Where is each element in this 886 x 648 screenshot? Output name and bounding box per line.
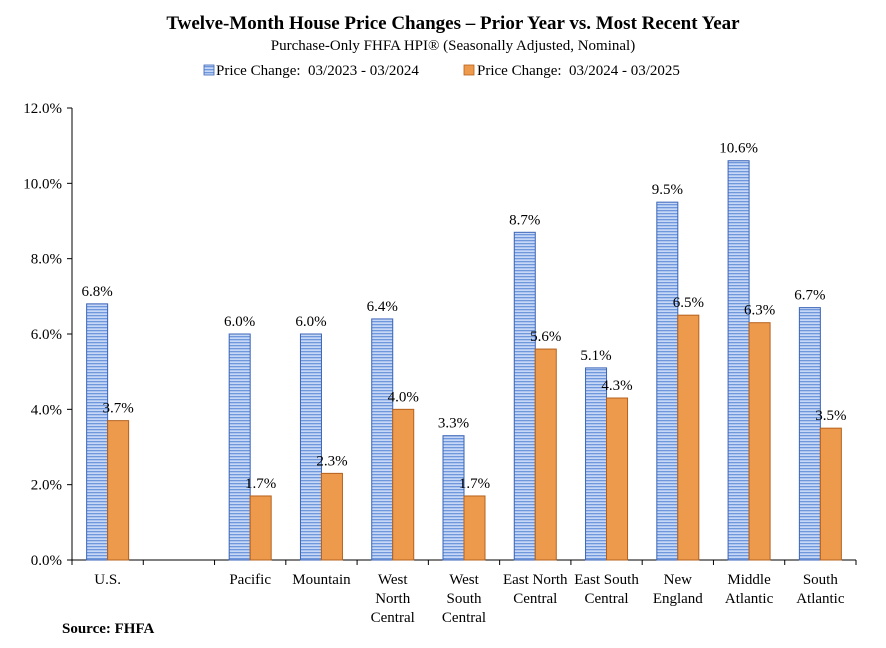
bar-series-2 xyxy=(677,314,700,561)
bar-series-1 xyxy=(442,435,465,561)
legend-swatch-series-2 xyxy=(463,64,475,76)
x-category-label: North xyxy=(375,591,410,607)
x-category-label: England xyxy=(653,591,703,607)
x-category-label: Atlantic xyxy=(725,591,774,607)
bar-series-2 xyxy=(748,322,771,561)
x-category-label: Pacific xyxy=(229,572,271,588)
bar-series-1 xyxy=(585,367,608,561)
data-label-series-1: 8.7% xyxy=(509,212,540,228)
data-label-series-1: 3.3% xyxy=(438,416,469,432)
bar-series-2 xyxy=(249,495,272,561)
data-label-series-2: 2.3% xyxy=(316,453,347,469)
x-category-label: Central xyxy=(513,591,557,607)
bar-series-2 xyxy=(606,397,629,561)
data-label-series-1: 9.5% xyxy=(652,182,683,198)
x-category-label: Central xyxy=(442,610,486,626)
data-label-series-2: 3.7% xyxy=(103,401,134,417)
data-label-series-2: 1.7% xyxy=(245,476,276,492)
data-label-series-2: 4.3% xyxy=(601,378,632,394)
x-category-label: Mountain xyxy=(292,572,351,588)
bar-series-1 xyxy=(228,333,251,561)
x-category-label: West xyxy=(449,572,479,588)
bar-series-2 xyxy=(534,348,557,561)
data-label-series-1: 6.0% xyxy=(224,314,255,330)
x-category-label: Atlantic xyxy=(796,591,845,607)
bar-series-2 xyxy=(463,495,486,561)
x-category-label: South xyxy=(446,591,482,607)
x-category-label: East South xyxy=(574,572,639,588)
bar-series-1 xyxy=(513,231,536,561)
y-tick-label: 8.0% xyxy=(31,252,62,268)
legend-label-series-2: Price Change: 03/2024 - 03/2025 xyxy=(477,63,680,79)
bar-series-2 xyxy=(320,472,343,561)
data-label-series-1: 6.8% xyxy=(82,284,113,300)
source-note: Source: FHFA xyxy=(62,621,155,637)
data-label-series-1: 6.0% xyxy=(295,314,326,330)
x-category-label: South xyxy=(803,572,839,588)
bar-series-1 xyxy=(86,303,109,561)
bar-series-2 xyxy=(392,408,415,561)
data-label-series-2: 6.3% xyxy=(744,303,775,319)
data-label-series-2: 3.5% xyxy=(815,408,846,424)
x-category-label: Middle xyxy=(727,572,771,588)
legend: Price Change: 03/2023 - 03/2024 Price Ch… xyxy=(203,63,680,79)
data-label-series-1: 6.4% xyxy=(367,299,398,315)
x-category-label: Central xyxy=(584,591,628,607)
chart-title: Twelve-Month House Price Changes – Prior… xyxy=(166,13,740,34)
data-label-series-2: 5.6% xyxy=(530,329,561,345)
legend-label-series-1: Price Change: 03/2023 - 03/2024 xyxy=(216,63,419,79)
data-label-series-1: 10.6% xyxy=(719,141,758,157)
y-tick-label: 6.0% xyxy=(31,327,62,343)
x-category-label: Central xyxy=(371,610,415,626)
bar-series-2 xyxy=(819,427,842,561)
data-label-series-2: 4.0% xyxy=(388,389,419,405)
x-category-label: West xyxy=(378,572,408,588)
bar-series-1 xyxy=(299,333,322,561)
x-category-label: U.S. xyxy=(94,572,121,588)
y-tick-label: 12.0% xyxy=(23,101,62,117)
x-category-label: East North xyxy=(503,572,568,588)
y-tick-label: 4.0% xyxy=(31,402,62,418)
bar-series-2 xyxy=(107,420,130,561)
chart-subtitle: Purchase-Only FHFA HPI® (Seasonally Adju… xyxy=(271,38,635,54)
legend-swatch-series-1 xyxy=(203,64,215,76)
bar-series-1 xyxy=(371,318,394,561)
plot-area: 0.0% 2.0% 4.0% 6.0% 8.0% 10.0% 12.0% 6.8% 3.7% U.… xyxy=(23,101,857,626)
bar-series-1 xyxy=(798,307,821,561)
y-tick-label: 2.0% xyxy=(31,478,62,494)
y-tick-label: 0.0% xyxy=(31,553,62,569)
bar-series-1 xyxy=(727,160,750,561)
data-label-series-1: 6.7% xyxy=(794,288,825,304)
data-label-series-1: 5.1% xyxy=(580,348,611,364)
data-label-series-2: 6.5% xyxy=(673,295,704,311)
x-category-label: New xyxy=(664,572,692,588)
bar-series-1 xyxy=(656,201,679,561)
y-tick-label: 10.0% xyxy=(23,176,62,192)
data-label-series-2: 1.7% xyxy=(459,476,490,492)
